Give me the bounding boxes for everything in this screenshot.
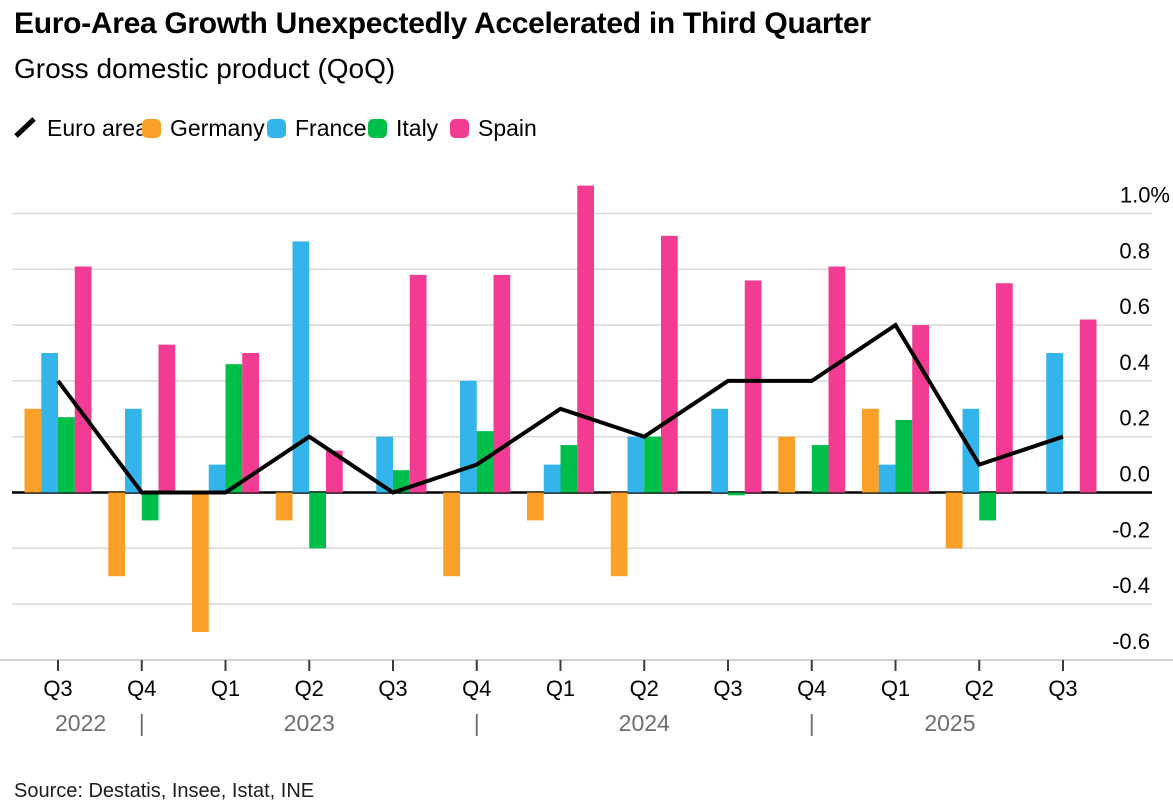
bar-spain <box>409 274 427 493</box>
y-axis-label: 1.0% <box>1120 183 1170 208</box>
bar-france <box>878 464 896 493</box>
bar-italy <box>979 492 996 521</box>
x-tick-label: Q1 <box>546 676 575 701</box>
bar-germany <box>610 492 628 577</box>
y-axis-label: 0.0 <box>1119 462 1150 487</box>
year-separator: | <box>809 710 815 736</box>
bar-italy <box>58 417 75 493</box>
france-swatch-icon <box>267 118 286 138</box>
bar-france <box>292 241 310 493</box>
bar-spain <box>996 283 1013 493</box>
x-tick-label: Q2 <box>295 676 324 701</box>
bar-spain <box>661 235 678 493</box>
y-axis-label: -0.6 <box>1112 629 1150 654</box>
bar-germany <box>527 492 544 521</box>
bar-italy <box>895 419 913 493</box>
x-tick-label: Q3 <box>43 676 72 701</box>
x-tick-label: Q3 <box>378 676 407 701</box>
bar-italy <box>225 364 243 493</box>
italy-swatch-icon <box>368 118 387 138</box>
bar-france <box>41 353 58 493</box>
legend-label: Germany <box>170 114 265 141</box>
bar-france <box>627 436 645 493</box>
bar-italy <box>644 436 661 493</box>
bar-spain <box>744 280 762 493</box>
bar-italy <box>811 445 829 493</box>
germany-swatch-icon <box>142 118 161 138</box>
x-tick-label: Q4 <box>127 676 156 701</box>
bar-germany <box>24 408 42 493</box>
x-tick-label: Q2 <box>630 676 659 701</box>
year-label: 2024 <box>619 710 670 736</box>
bar-spain <box>1079 319 1097 493</box>
x-tick-label: Q1 <box>211 676 240 701</box>
bar-spain <box>912 325 929 493</box>
bar-germany <box>778 436 795 493</box>
bar-france <box>460 380 477 493</box>
source-note: Source: Destatis, Insee, Istat, INE <box>14 780 315 802</box>
spain-swatch-icon <box>450 118 469 138</box>
chart-legend: Euro area Germany France Italy Spain <box>0 113 1173 143</box>
bar-germany <box>275 492 293 521</box>
y-axis-label: 0.6 <box>1119 294 1150 319</box>
euro-area-line <box>56 322 1064 495</box>
y-axis-label: -0.4 <box>1112 573 1150 598</box>
x-tick-label: Q4 <box>797 676 826 701</box>
year-separator: | <box>139 710 145 736</box>
legend-item-euro-area: Euro area <box>12 113 148 143</box>
bar-france <box>711 408 728 493</box>
bar-spain <box>158 344 176 493</box>
bar-italy <box>560 445 578 493</box>
bar-france <box>208 464 226 493</box>
bar-spain <box>326 450 343 493</box>
bar-italy <box>141 492 159 521</box>
bar-spain <box>577 185 594 493</box>
bar-italy <box>728 492 745 496</box>
x-tick-label: Q4 <box>462 676 491 701</box>
bar-spain <box>493 274 511 493</box>
bar-spain <box>242 353 259 493</box>
bar-italy <box>476 431 494 493</box>
bar-france <box>1046 353 1063 493</box>
legend-label: Euro area <box>47 114 149 141</box>
x-tick-label: Q3 <box>1048 676 1077 701</box>
year-separator: | <box>474 710 480 736</box>
bar-germany <box>945 492 963 549</box>
legend-item-spain: Spain <box>450 113 537 143</box>
bar-spain <box>74 266 92 493</box>
x-tick-label: Q2 <box>965 676 994 701</box>
bar-germany <box>192 492 209 632</box>
bar-germany <box>862 408 879 493</box>
bar-spain <box>828 266 846 493</box>
legend-label: Spain <box>478 114 537 141</box>
year-label: 2023 <box>284 710 335 736</box>
chart-title: Euro-Area Growth Unexpectedly Accelerate… <box>14 7 871 40</box>
line-slash-icon <box>12 116 38 140</box>
bar-germany <box>108 492 125 577</box>
legend-item-france: France <box>267 113 367 143</box>
year-label: 2025 <box>924 710 975 736</box>
y-axis-label: 0.4 <box>1119 350 1150 375</box>
legend-label: Italy <box>396 114 439 141</box>
bar-france <box>376 436 393 493</box>
chart-subtitle: Gross domestic product (QoQ) <box>14 53 396 84</box>
bar-italy <box>309 492 326 549</box>
x-tick-label: Q1 <box>881 676 910 701</box>
legend-label: France <box>295 114 367 141</box>
y-axis-label: 0.2 <box>1119 406 1150 431</box>
y-axis-label: -0.2 <box>1112 517 1150 542</box>
bar-france <box>543 464 561 493</box>
x-tick-label: Q3 <box>713 676 742 701</box>
bar-germany <box>443 492 460 577</box>
bar-france <box>125 408 142 493</box>
y-axis-label: 0.8 <box>1119 238 1150 263</box>
legend-item-germany: Germany <box>142 113 265 143</box>
year-label: 2022 <box>55 710 106 736</box>
legend-item-italy: Italy <box>368 113 438 143</box>
